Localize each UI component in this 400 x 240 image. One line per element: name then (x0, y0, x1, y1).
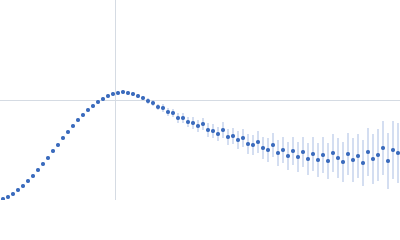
data-point (151, 101, 155, 105)
data-point (391, 148, 395, 152)
data-point (11, 192, 15, 196)
data-point (266, 148, 270, 152)
data-point (236, 138, 240, 142)
data-point (361, 161, 365, 165)
data-point (256, 140, 260, 144)
data-point (296, 155, 300, 159)
data-point (226, 135, 230, 139)
data-point (81, 113, 85, 117)
data-point (91, 104, 95, 108)
data-point (26, 179, 30, 183)
data-point (146, 99, 150, 103)
data-point (301, 150, 305, 154)
data-point (181, 116, 185, 120)
data-point (61, 136, 65, 140)
chart (0, 0, 400, 200)
data-point (311, 152, 315, 156)
data-point (321, 153, 325, 157)
data-point (221, 128, 225, 132)
data-point (316, 158, 320, 162)
data-point (96, 100, 100, 104)
data-point (251, 143, 255, 147)
data-point (46, 156, 50, 160)
data-point (66, 130, 70, 134)
data-point (41, 162, 45, 166)
data-point (76, 118, 80, 122)
data-point (131, 92, 135, 96)
data-point (201, 122, 205, 126)
data-point (121, 90, 125, 94)
data-point (1, 197, 5, 200)
data-point (341, 160, 345, 164)
data-point (356, 154, 360, 158)
data-point (386, 159, 390, 163)
data-point (56, 143, 60, 147)
data-point (241, 136, 245, 140)
data-point (166, 110, 170, 114)
data-point (156, 105, 160, 109)
data-point (276, 151, 280, 155)
data-point (271, 143, 275, 147)
data-point (21, 184, 25, 188)
data-point (101, 97, 105, 101)
data-point (211, 129, 215, 133)
data-point (106, 94, 110, 98)
data-point (371, 157, 375, 161)
data-point (171, 111, 175, 115)
data-point (161, 106, 165, 110)
data-point (286, 154, 290, 158)
data-point (306, 157, 310, 161)
data-point (346, 152, 350, 156)
data-point (141, 96, 145, 100)
data-point (176, 116, 180, 120)
data-point (126, 91, 130, 95)
data-point (326, 159, 330, 163)
data-point (111, 92, 115, 96)
data-point (351, 158, 355, 162)
data-point (216, 132, 220, 136)
data-point (16, 188, 20, 192)
data-point (376, 153, 380, 157)
data-point (196, 124, 200, 128)
data-point (206, 128, 210, 132)
data-point (36, 168, 40, 172)
data-point (381, 146, 385, 150)
data-point (291, 149, 295, 153)
data-point (186, 120, 190, 124)
data-point (191, 121, 195, 125)
data-point (396, 151, 400, 155)
data-point (281, 148, 285, 152)
data-point (261, 146, 265, 150)
data-point (31, 174, 35, 178)
data-point (246, 142, 250, 146)
data-point (231, 134, 235, 138)
data-point (51, 149, 55, 153)
data-point (366, 150, 370, 154)
data-point (136, 94, 140, 98)
data-point (6, 195, 10, 199)
data-point (71, 124, 75, 128)
data-point (336, 156, 340, 160)
data-point (116, 91, 120, 95)
data-point (331, 151, 335, 155)
data-point (86, 108, 90, 112)
